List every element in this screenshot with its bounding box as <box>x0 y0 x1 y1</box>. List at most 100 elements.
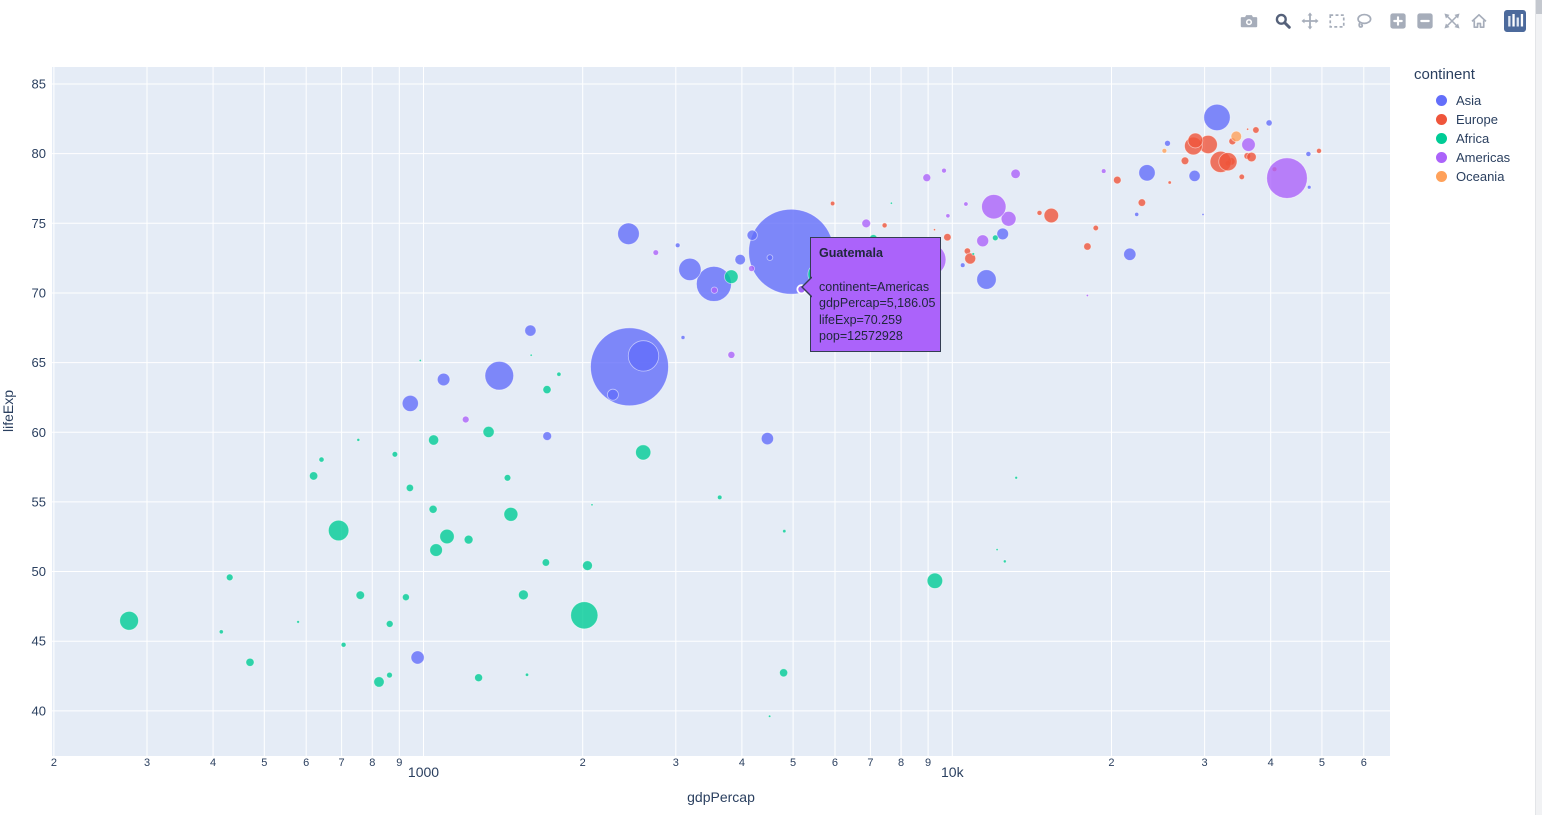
bubble-malawi[interactable] <box>355 590 365 600</box>
bubble-burkina-faso[interactable] <box>463 534 474 545</box>
bubble-indonesia[interactable] <box>696 265 732 302</box>
bubble-mexico[interactable] <box>981 194 1007 220</box>
bubble-romania[interactable] <box>964 252 977 265</box>
bubble-sri-lanka[interactable] <box>734 253 746 266</box>
bubble-gabon[interactable] <box>1014 475 1019 480</box>
bubble-reunion[interactable] <box>889 201 893 205</box>
bubble-greece[interactable] <box>1180 156 1190 166</box>
bubble-mongolia[interactable] <box>680 335 686 340</box>
bubble-chile[interactable] <box>1010 168 1021 179</box>
bubble-somalia[interactable] <box>401 593 410 602</box>
bubble-denmark[interactable] <box>1238 173 1245 181</box>
bubble-angola[interactable] <box>779 668 789 678</box>
bubble-canada[interactable] <box>1241 137 1256 152</box>
bubble-montenegro[interactable] <box>933 228 937 232</box>
bubble-taiwan[interactable] <box>1188 169 1201 182</box>
bubble-madagascar[interactable] <box>428 434 440 446</box>
bubble-united-states[interactable] <box>1266 157 1308 199</box>
zoom-in-icon[interactable] <box>1389 12 1407 30</box>
bubble-cameroon[interactable] <box>582 560 593 571</box>
bubble-india[interactable] <box>590 327 669 407</box>
bubble-west-bank-and-gaza[interactable] <box>674 242 681 249</box>
bubble-niger[interactable] <box>308 471 319 481</box>
bubble-netherlands[interactable] <box>1246 151 1257 163</box>
bubble-czech-republic[interactable] <box>1137 198 1147 207</box>
bubble-serbia[interactable] <box>943 233 952 242</box>
bubble-uruguay[interactable] <box>963 201 969 207</box>
bubble-sudan[interactable] <box>635 444 652 461</box>
bubble-trinidad-and-tobago[interactable] <box>1085 293 1090 298</box>
bubble-togo[interactable] <box>391 451 399 458</box>
bubble-costa-rica[interactable] <box>941 167 947 174</box>
bubble-central-african-republic[interactable] <box>340 641 347 648</box>
bubble-syria[interactable] <box>746 229 758 241</box>
bubble-switzerland[interactable] <box>1252 126 1260 134</box>
bubble-iceland[interactable] <box>1246 127 1250 131</box>
legend-item-africa[interactable]: Africa <box>1406 129 1536 148</box>
autoscale-icon[interactable] <box>1443 12 1461 30</box>
bubble-slovak-republic[interactable] <box>1092 224 1099 232</box>
bubble-new-zealand[interactable] <box>1161 148 1168 154</box>
bubble-afghanistan[interactable] <box>410 650 425 665</box>
bubble-venezuela[interactable] <box>976 234 990 248</box>
bubble-singapore[interactable] <box>1305 151 1312 157</box>
plotly-logo-icon[interactable] <box>1504 10 1526 32</box>
bubble-bolivia[interactable] <box>727 350 736 359</box>
legend-item-americas[interactable]: Americas <box>1406 148 1536 167</box>
bubble-libya[interactable] <box>992 234 999 242</box>
bubble-swaziland[interactable] <box>767 714 772 718</box>
bubble-botswana[interactable] <box>1002 559 1007 564</box>
bubble-lebanon[interactable] <box>959 262 966 268</box>
bubble-nicaragua[interactable] <box>652 249 659 256</box>
reset-axes-icon[interactable] <box>1470 12 1488 30</box>
bubble-comoros[interactable] <box>418 358 422 362</box>
bubble-paraguay[interactable] <box>748 265 756 272</box>
bubble-nigeria[interactable] <box>570 601 599 630</box>
bubble-mauritania[interactable] <box>556 371 562 377</box>
bubble-honduras[interactable] <box>710 286 719 294</box>
bubble-korea-dem-rep[interactable] <box>524 324 537 337</box>
bubble-panama[interactable] <box>945 213 951 219</box>
legend-item-asia[interactable]: Asia <box>1406 91 1536 110</box>
bubble-spain[interactable] <box>1187 132 1204 149</box>
bubble-equatorial-guinea[interactable] <box>995 548 999 552</box>
bubble-guinea[interactable] <box>405 483 414 492</box>
bubble-albania[interactable] <box>829 200 836 207</box>
bubble-malaysia[interactable] <box>996 227 1009 241</box>
bubble-mozambique[interactable] <box>373 676 385 688</box>
bubble-cote-d-ivoire[interactable] <box>518 589 529 601</box>
bubble-iraq[interactable] <box>760 432 774 446</box>
bubble-myanmar[interactable] <box>401 394 419 412</box>
bubble-japan[interactable] <box>1203 103 1231 132</box>
bubble-saudi-arabia[interactable] <box>1123 247 1137 261</box>
bubble-benin[interactable] <box>503 474 512 482</box>
bubble-korea-rep[interactable] <box>1138 164 1156 182</box>
bubble-philippines[interactable] <box>678 257 702 281</box>
zoom-out-icon[interactable] <box>1416 12 1434 30</box>
camera-icon[interactable] <box>1240 12 1258 30</box>
bubble-congo-dem-rep[interactable] <box>119 610 139 631</box>
bubble-norway[interactable] <box>1316 147 1322 154</box>
bubble-kenya[interactable] <box>503 506 519 522</box>
bubble-zimbabwe[interactable] <box>245 657 255 667</box>
bubble-mauritius[interactable] <box>971 252 976 256</box>
bubble-mali[interactable] <box>428 504 438 514</box>
bubble-oman[interactable] <box>1134 211 1140 217</box>
bubble-united-kingdom[interactable] <box>1218 152 1238 172</box>
bubble-portugal[interactable] <box>1113 175 1122 185</box>
bubble-argentina[interactable] <box>1000 210 1017 227</box>
bubble-pakistan[interactable] <box>627 340 660 372</box>
bubble-zambia[interactable] <box>474 673 484 683</box>
bubble-liberia[interactable] <box>218 629 224 635</box>
bubble-chad[interactable] <box>541 558 551 567</box>
bubble-poland[interactable] <box>1043 207 1059 224</box>
bubble-congo-rep[interactable] <box>717 494 723 501</box>
bubble-gambia[interactable] <box>356 437 361 442</box>
scrollbar-thumb[interactable] <box>1536 0 1542 14</box>
bubble-rwanda[interactable] <box>385 620 394 628</box>
bubble-croatia[interactable] <box>1036 210 1043 216</box>
bubble-australia[interactable] <box>1230 130 1242 143</box>
bubble-cambodia[interactable] <box>542 431 552 441</box>
legend-item-oceania[interactable]: Oceania <box>1406 167 1536 186</box>
bubble-sao-tome-and-principe[interactable] <box>529 353 533 357</box>
